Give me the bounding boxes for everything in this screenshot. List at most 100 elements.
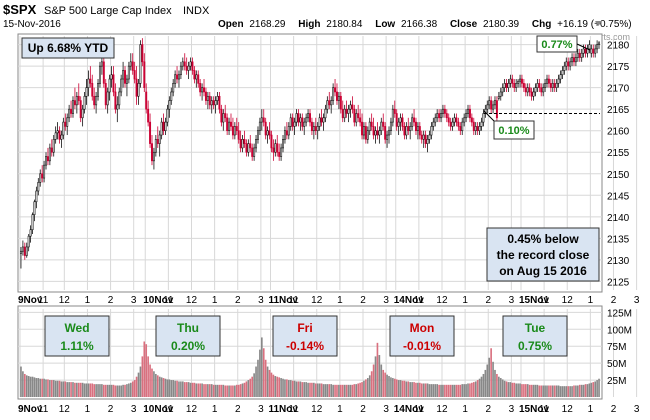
volume-bar (108, 384, 111, 397)
volume-bar (216, 384, 219, 397)
day-name: Mon (410, 321, 435, 335)
candle-body (293, 121, 296, 127)
price-axis-ticks: 2125 2130 2135 2140 2145 2150 2155 2160 2165 2170… (607, 41, 630, 289)
x-axis-label: 1 (212, 404, 218, 415)
volume-bar (438, 384, 440, 397)
volume-bar (455, 384, 458, 397)
volume-bar (340, 384, 342, 397)
x-axis-label: 11 (288, 404, 299, 415)
volume-bar (415, 382, 417, 397)
high-value: 2180.84 (326, 19, 363, 30)
candle-body (135, 78, 138, 97)
volume-bar (318, 383, 321, 397)
candle-body (519, 78, 522, 82)
close-value: 2180.39 (483, 19, 520, 30)
volume-bar (50, 380, 53, 397)
x-axis-label: 11Nov (268, 404, 298, 415)
volume-bar (492, 361, 494, 397)
candle-body (590, 48, 593, 54)
candle-body (490, 100, 493, 110)
candle-body (328, 100, 331, 106)
candle-body (52, 139, 55, 153)
candle-body (81, 108, 84, 119)
volume-bar (210, 384, 213, 397)
candle-body (418, 126, 421, 136)
volume-bar (52, 380, 55, 397)
price-tick-label: 2145 (607, 191, 630, 202)
candle-body (536, 83, 539, 88)
candle-body (422, 134, 425, 140)
candle-body (415, 121, 417, 132)
volume-bar (137, 372, 140, 397)
volume-bar (305, 382, 307, 397)
volume-bar (247, 380, 250, 397)
volume-bar (45, 379, 47, 397)
candle-body (486, 104, 489, 110)
volume-bar (39, 378, 42, 397)
volume-bar (187, 382, 190, 397)
x-axis-label: 3 (131, 404, 137, 415)
candle-body (241, 139, 244, 149)
x-axis-label: 1 (337, 404, 343, 415)
x-axis-label: 2 (235, 295, 241, 306)
volume-bar (351, 384, 354, 397)
volume-bar (270, 372, 273, 397)
candle-body (594, 48, 597, 54)
volume-bar (521, 384, 523, 397)
volume-bar (193, 382, 196, 397)
volume-bar (363, 380, 365, 397)
x-axis-label: 1 (337, 295, 343, 306)
volume-bar (139, 366, 142, 397)
volume-bar (282, 378, 284, 397)
volume-bar (341, 384, 344, 397)
volume-bar (432, 384, 435, 397)
volume-bar (347, 384, 350, 397)
candle-body (33, 201, 36, 215)
candle-body (276, 143, 279, 153)
volume-bar (434, 384, 437, 397)
open-label: Open (218, 19, 244, 30)
volume-bar (336, 384, 338, 397)
gap-down-label: 0.10% (498, 125, 529, 137)
candle-body (320, 117, 323, 123)
volume-bar (81, 382, 84, 397)
volume-bar (447, 384, 450, 397)
candle-body (463, 117, 466, 123)
candle-body (31, 214, 34, 231)
volume-bar (324, 384, 327, 397)
volume-bar (498, 376, 500, 397)
candle-body (19, 250, 22, 254)
x-axis-label: 3 (258, 404, 264, 415)
candle-body (172, 83, 175, 93)
candle-body (326, 100, 329, 110)
volume-bar (307, 382, 309, 397)
candle-body (280, 147, 283, 157)
candle-body (285, 130, 288, 136)
volume-bar (195, 383, 198, 397)
candle-body (576, 52, 579, 58)
volume-bar (126, 384, 128, 397)
chart-date: 15-Nov-2016 (3, 19, 61, 30)
candle-body (459, 126, 462, 132)
volume-bar (189, 382, 192, 397)
chg-value: +16.19 (+0.75%) (557, 19, 632, 30)
candle-body (314, 126, 317, 132)
candle-body (239, 139, 242, 149)
price-gridlines (18, 36, 638, 290)
candle-body (409, 126, 412, 132)
candle-body (509, 78, 512, 84)
volume-bar (596, 380, 598, 397)
volume-bar (567, 386, 570, 397)
volume-bar (449, 384, 452, 397)
volume-bar (124, 384, 126, 397)
candle-body (501, 87, 504, 93)
volume-bar (301, 382, 304, 397)
volume-bar (320, 383, 323, 397)
candle-body (428, 134, 431, 140)
volume-bar (480, 376, 483, 397)
volume-bar (22, 371, 24, 397)
candle-body (278, 151, 281, 157)
volume-bar (544, 385, 546, 397)
volume-bar (203, 384, 205, 397)
